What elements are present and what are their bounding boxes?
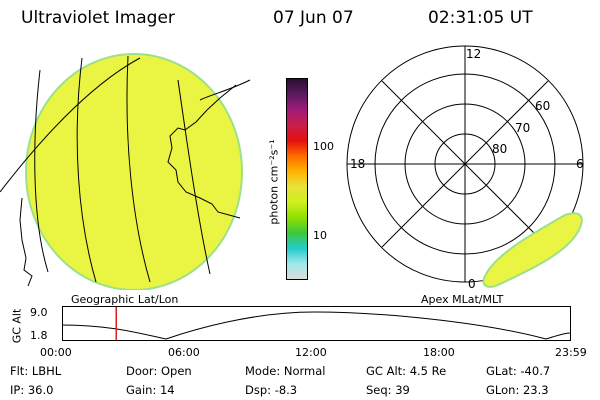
mlat-label-70: 70 <box>515 121 530 135</box>
geographic-image-panel <box>0 53 251 290</box>
meridian-line <box>76 57 97 283</box>
observation-date: 07 Jun 07 <box>273 8 354 28</box>
geographic-caption: Geographic Lat/Lon <box>71 293 179 306</box>
mlat-label-60: 60 <box>535 99 550 113</box>
dsp-readout: Dsp: -8.3 <box>245 383 298 397</box>
ip-readout: IP: 36.0 <box>10 383 54 397</box>
sequence-readout: Seq: 39 <box>366 383 410 397</box>
orbit-ytick-high: 9.0 <box>30 306 48 319</box>
glon-readout: GLon: 23.3 <box>486 383 549 397</box>
colorbar-units-label: photon cm⁻²s⁻¹ <box>267 139 281 225</box>
orbit-xtick-1800: 18:00 <box>423 346 455 359</box>
orbit-xtick-1200: 12:00 <box>295 346 327 359</box>
color-scale-bar <box>286 78 308 280</box>
instrument-title: Ultraviolet Imager <box>21 8 175 28</box>
colorbar-tick-100: 100 <box>313 140 334 153</box>
latitude-line <box>0 57 141 193</box>
coastline <box>19 197 33 287</box>
orbit-altitude-curve <box>62 311 571 340</box>
mlt-spoke <box>381 80 549 248</box>
mlt-label-0: 0 <box>468 277 476 290</box>
coastline <box>167 84 241 219</box>
mlt-label-12: 12 <box>466 47 481 61</box>
colorbar-tick-10: 10 <box>313 229 327 242</box>
observation-time: 02:31:05 UT <box>428 8 533 28</box>
orbit-plot-frame <box>62 306 571 341</box>
auroral-emission-region <box>482 212 583 288</box>
earth-disk <box>25 53 243 290</box>
mlt-label-6: 6 <box>576 157 584 171</box>
meridian-line <box>126 55 151 283</box>
orbit-ytick-low: 1.8 <box>30 329 48 342</box>
gain-readout: Gain: 14 <box>126 383 175 397</box>
gc-altitude-readout: GC Alt: 4.5 Re <box>366 364 447 378</box>
glat-readout: GLat: -40.7 <box>486 364 551 378</box>
filter-readout: Flt: LBHL <box>10 364 62 378</box>
mlt-spokes <box>347 46 583 282</box>
orbit-ylabel: GC Alt <box>10 308 24 344</box>
door-readout: Door: Open <box>126 364 192 378</box>
meridian-line <box>34 69 49 273</box>
orbit-xtick-0000: 00:00 <box>40 346 72 359</box>
latitude-line <box>199 79 251 101</box>
orbit-altitude-plot <box>62 306 571 341</box>
polar-mlat-mlt-panel: 12 18 6 0 60 70 80 <box>346 45 584 290</box>
mlat-label-80: 80 <box>492 142 507 156</box>
mode-readout: Mode: Normal <box>245 364 326 378</box>
meridian-line <box>177 79 211 275</box>
orbit-xtick-2359: 23:59 <box>555 346 587 359</box>
mlt-label-18: 18 <box>350 157 365 171</box>
coastlines <box>19 84 241 287</box>
apex-caption: Apex MLat/MLT <box>421 293 504 306</box>
lat-lon-grid <box>0 55 251 283</box>
orbit-xtick-0600: 06:00 <box>168 346 200 359</box>
